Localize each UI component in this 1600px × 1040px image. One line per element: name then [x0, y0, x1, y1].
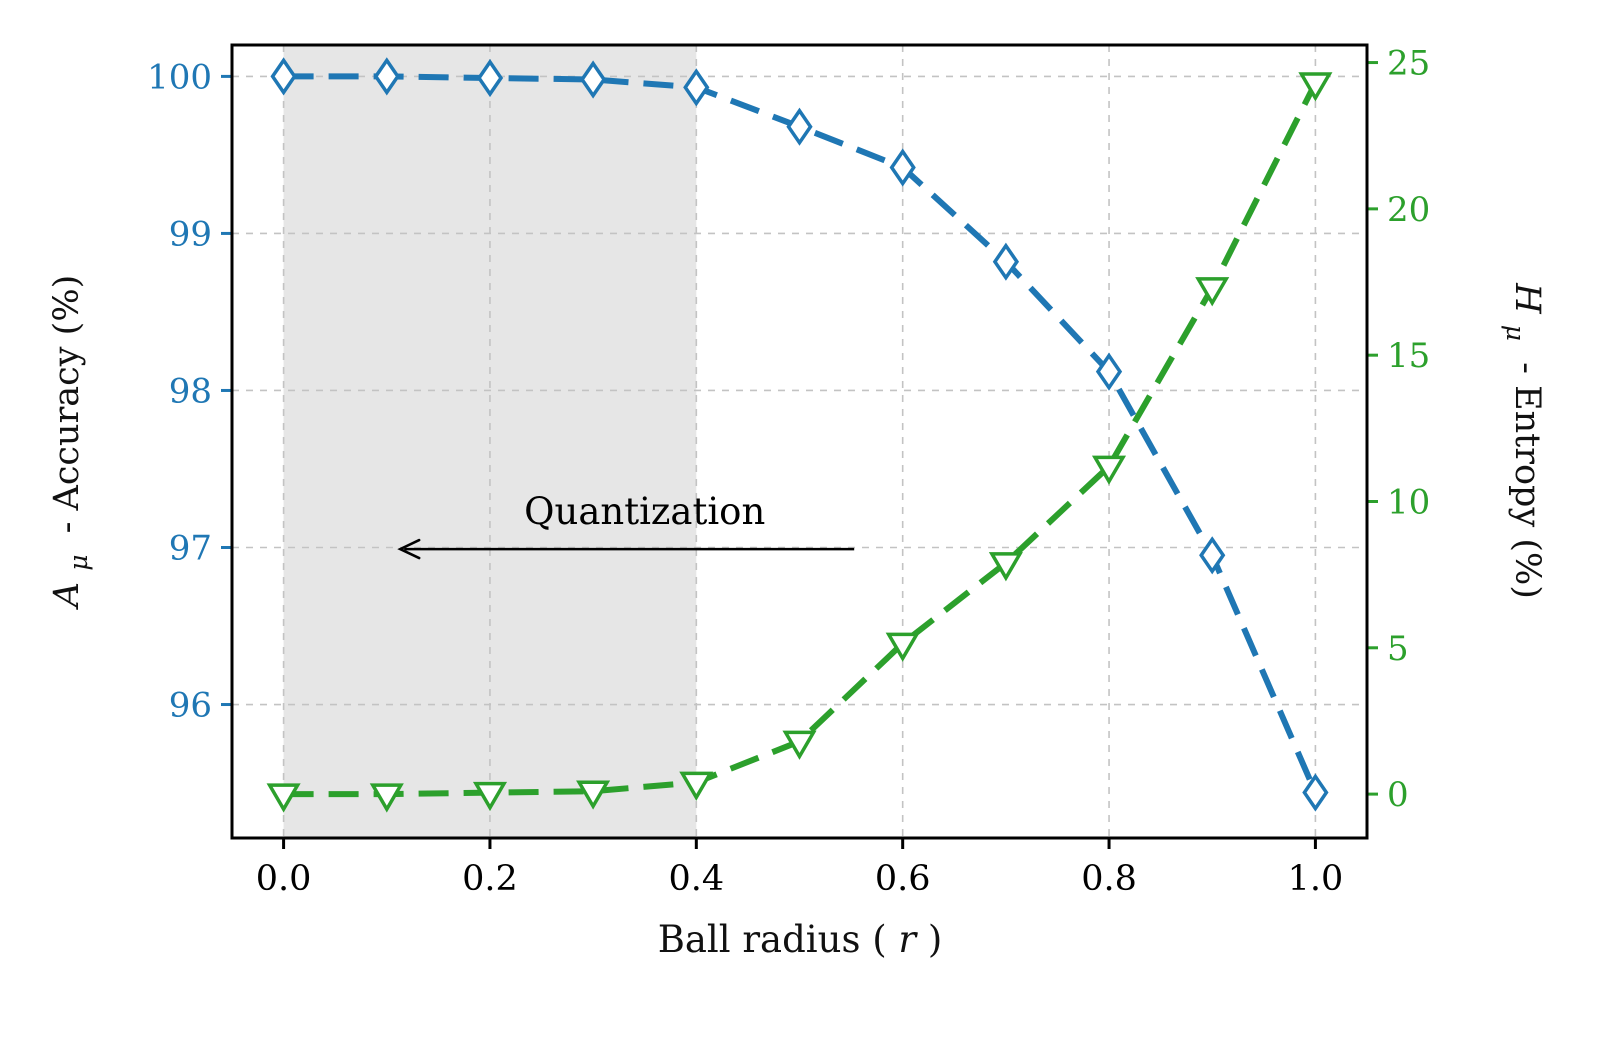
left-tick-label: 99	[169, 214, 212, 254]
entropy-marker	[266, 783, 301, 813]
entropy-marker	[472, 781, 508, 812]
right-axis-label-var: H	[1507, 282, 1547, 315]
x-tick-label: 1.0	[1288, 859, 1344, 899]
right-tick-label: 0	[1387, 775, 1409, 815]
entropy-marker	[1195, 277, 1230, 307]
entropy-marker	[885, 632, 920, 662]
accuracy-marker	[476, 58, 504, 98]
right-tick-label: 10	[1387, 482, 1430, 522]
annotation-arrow-head	[397, 538, 421, 560]
left-axis-label: A μ - Accuracy (%)	[47, 275, 96, 610]
accuracy-marker	[1199, 536, 1226, 575]
entropy-marker	[782, 730, 817, 760]
x-tick-label: 0.6	[875, 859, 931, 899]
x-tick-label: 0.4	[668, 859, 724, 899]
x-axis-label: Ball radius ( r )	[658, 918, 943, 961]
axes-layer: 96 97 98 99 100 0 5 10 15 20 25 0.0 0.2 0.4 0.6 0.8 1.0	[147, 43, 1430, 899]
right-tick-label: 5	[1387, 629, 1409, 669]
right-tick-label: 25	[1387, 44, 1430, 84]
accuracy-marker	[579, 60, 607, 99]
x-axis-label-pre: Ball radius (	[658, 918, 887, 961]
accuracy-marker	[373, 57, 400, 96]
entropy-marker	[369, 783, 404, 813]
entropy-marker	[679, 771, 714, 801]
x-axis-label-var: r	[898, 918, 918, 961]
accuracy-marker	[1095, 352, 1123, 391]
entropy-marker	[1298, 72, 1333, 102]
right-axis-label-sub: μ	[1501, 325, 1530, 341]
series-layer	[266, 57, 1333, 813]
left-axis-label-rest: - Accuracy (%)	[47, 275, 87, 534]
entropy-marker	[988, 552, 1023, 582]
accuracy-marker	[683, 68, 710, 107]
right-axis-label: H μ - Entropy (%)	[1498, 282, 1547, 599]
right-tick-label: 15	[1387, 336, 1430, 376]
accuracy-marker	[1302, 773, 1329, 812]
left-axis-label-var: A	[47, 582, 87, 610]
plot-border	[230, 43, 1369, 840]
x-tick-label: 0.2	[462, 859, 518, 899]
right-axis-label-rest: - Entropy (%)	[1507, 362, 1547, 599]
entropy-marker	[1091, 455, 1127, 485]
accuracy-marker	[270, 57, 297, 96]
left-tick-label: 96	[169, 686, 212, 726]
accuracy-marker	[889, 148, 916, 187]
left-tick-label: 98	[169, 371, 212, 411]
accuracy-marker	[786, 107, 813, 146]
accuracy-marker	[992, 242, 1020, 281]
entropy-marker	[576, 780, 611, 810]
annotation-layer: Quantization	[397, 490, 855, 560]
x-axis-label-post: )	[928, 918, 942, 961]
left-axis-label-sub: μ	[64, 555, 93, 571]
x-tick-label: 0.0	[256, 859, 312, 899]
x-tick-label: 0.8	[1081, 859, 1137, 899]
left-tick-label: 97	[169, 528, 212, 568]
right-tick-label: 20	[1387, 190, 1430, 230]
left-tick-label: 100	[147, 57, 212, 97]
annotation-text: Quantization	[524, 490, 765, 533]
